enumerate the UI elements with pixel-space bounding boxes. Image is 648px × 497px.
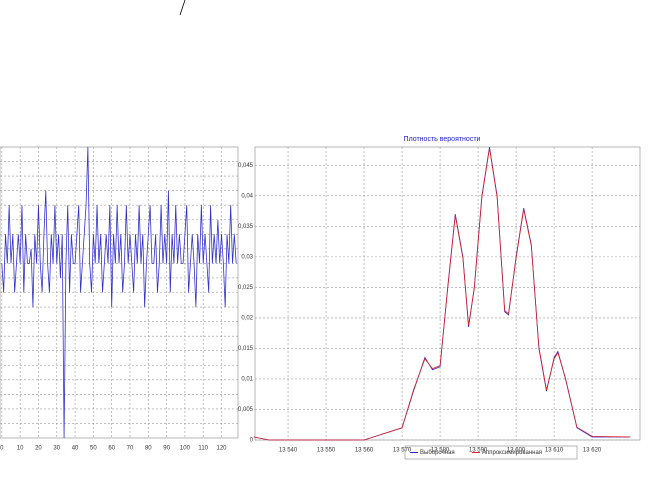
y-tick-label: 0,015 — [238, 346, 254, 352]
x-tick-label: 90 — [163, 446, 170, 452]
x-tick-label: 13 620 — [583, 448, 602, 454]
x-tick-label: 100 — [180, 446, 191, 452]
x-tick-label: 13 610 — [545, 448, 564, 454]
data-line — [1, 146, 237, 439]
y-tick-label: 0,02 — [241, 315, 253, 321]
x-tick-label: 30 — [53, 446, 60, 452]
x-tick-label: 13 590 — [469, 448, 488, 454]
x-tick-label: 110 — [198, 446, 208, 452]
y-tick-label: 0,045 — [238, 163, 254, 169]
x-tick-label: 60 — [108, 446, 115, 452]
y-tick-label: 0 — [250, 438, 254, 444]
x-tick-label: 13 580 — [431, 448, 450, 454]
x-tick-label: 120 — [217, 446, 228, 452]
x-tick-label: 10 — [17, 446, 24, 452]
y-tick-label: 0,01 — [241, 377, 253, 383]
data-line — [253, 148, 631, 441]
x-tick-label: 13 540 — [279, 448, 298, 454]
x-tick-label: 13 560 — [355, 448, 374, 454]
legend — [404, 445, 578, 460]
y-tick-label: 0,035 — [238, 224, 254, 230]
left-plot-frame — [0, 146, 239, 439]
chart-title: Плотность вероятности — [404, 136, 481, 143]
legend-label: Аппроксимированная — [482, 450, 542, 456]
x-tick-label: 13 570 — [393, 448, 412, 454]
y-tick-label: 0,04 — [241, 193, 253, 199]
y-tick-label: 0,025 — [238, 285, 254, 291]
x-tick-label: 20 — [35, 446, 42, 452]
x-tick-label: 13 550 — [317, 448, 336, 454]
y-tick-label: 0,03 — [241, 254, 253, 260]
x-tick-label: 40 — [72, 446, 79, 452]
x-tick-label: 0 — [0, 446, 4, 452]
x-tick-label: 50 — [90, 446, 97, 452]
x-tick-label: 13 600 — [507, 448, 526, 454]
slash — [179, 0, 186, 16]
legend-label: Выборочная — [420, 450, 455, 456]
x-tick-label: 70 — [127, 446, 134, 452]
y-tick-label: 0,005 — [238, 407, 254, 413]
x-tick-label: 80 — [145, 446, 152, 452]
